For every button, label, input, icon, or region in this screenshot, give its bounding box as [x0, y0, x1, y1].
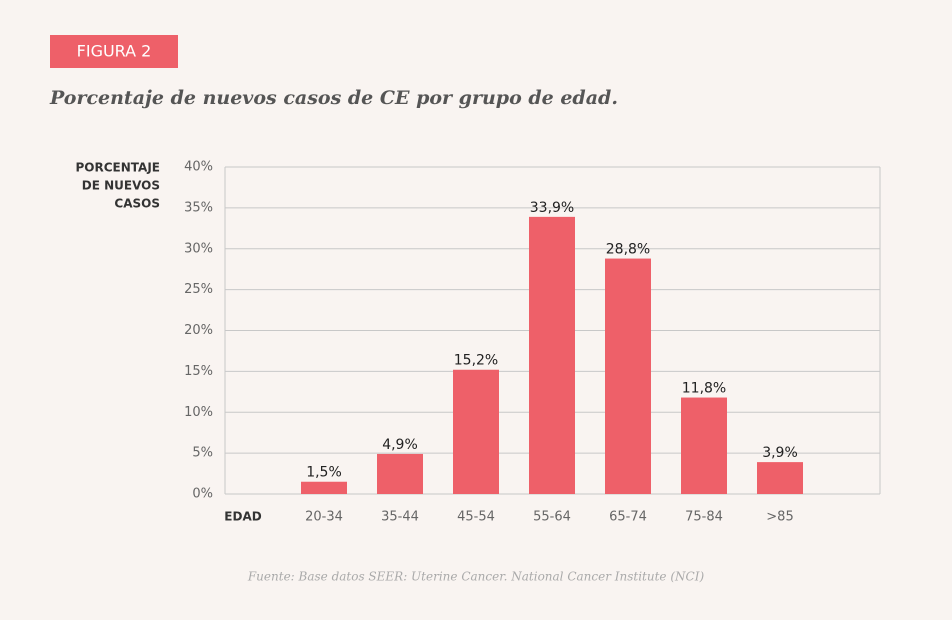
x-tick-label: >85 [766, 510, 793, 525]
y-tick-label: 40% [184, 160, 213, 175]
x-tick-label: 20-34 [305, 510, 343, 525]
y-axis-label: DE NUEVOS [82, 179, 160, 193]
x-tick-label: 35-44 [381, 510, 419, 525]
data-label: 33,9% [530, 200, 574, 216]
y-tick-label: 15% [184, 364, 213, 379]
badge: FIGURA 2 [77, 42, 152, 61]
bar [757, 462, 803, 494]
y-tick-label: 0% [192, 487, 213, 502]
bar [301, 481, 347, 494]
y-tick-label: 5% [192, 446, 213, 461]
data-label: 1,5% [306, 465, 342, 481]
bar [681, 397, 727, 494]
badge-box [50, 35, 178, 68]
data-label: 28,8% [606, 242, 650, 258]
y-axis-label: CASOS [114, 197, 160, 211]
data-label: 4,9% [382, 437, 418, 453]
x-tick-label: 45-54 [457, 510, 495, 525]
bar [377, 453, 423, 494]
source: Fuente: Base datos SEER: Uterine Cancer.… [247, 570, 705, 584]
y-tick-label: 10% [184, 405, 213, 420]
y-tick-label: 20% [184, 323, 213, 338]
x-tick-label: 65-74 [609, 510, 647, 525]
data-label: 11,8% [682, 381, 726, 397]
x-tick-label: 55-64 [533, 510, 571, 525]
chart-title: Porcentaje de nuevos casos de CE por gru… [49, 87, 618, 109]
x-axis-label: EDAD [224, 510, 261, 524]
y-axis-label: PORCENTAJE [76, 161, 161, 175]
y-tick-label: 35% [184, 200, 213, 215]
bar [529, 216, 575, 494]
y-tick-label: 30% [184, 241, 213, 256]
bar [453, 369, 499, 494]
y-tick-label: 25% [184, 282, 213, 297]
x-tick-label: 75-84 [685, 510, 723, 525]
data-label: 15,2% [454, 353, 498, 369]
bar [605, 258, 651, 494]
data-label: 3,9% [762, 445, 798, 461]
